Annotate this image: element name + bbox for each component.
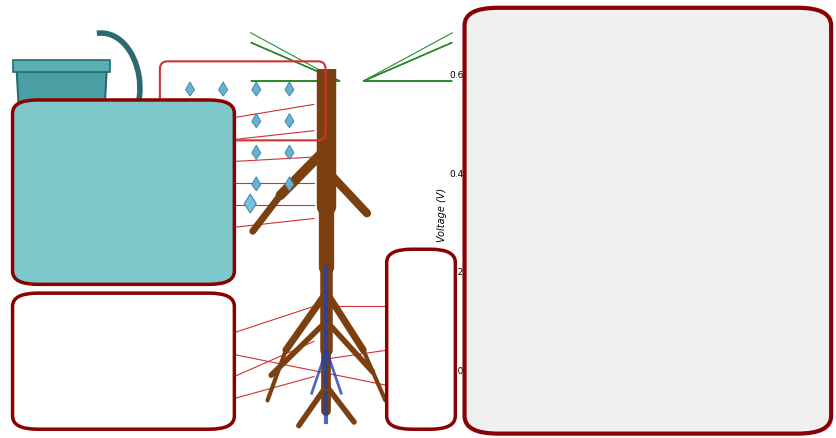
Polygon shape [284, 177, 293, 191]
X-axis label: time (sec): time (sec) [612, 415, 675, 425]
Polygon shape [251, 43, 339, 82]
Text: peroxidase: peroxidase [99, 381, 148, 389]
Polygon shape [244, 194, 256, 214]
Circle shape [160, 130, 175, 146]
Polygon shape [174, 168, 183, 182]
Polygon shape [218, 114, 227, 128]
Polygon shape [284, 146, 293, 160]
Polygon shape [218, 146, 227, 160]
Bar [13, 61, 110, 73]
Polygon shape [186, 146, 194, 160]
Bar [426, 268, 441, 411]
Bar [400, 268, 415, 411]
Text: H₂O₂: H₂O₂ [113, 357, 134, 366]
Text: 5μA: 5μA [760, 214, 777, 223]
Point [476, 37, 486, 42]
Point [476, 81, 486, 87]
Polygon shape [186, 177, 194, 191]
Text: Endogenous: Endogenous [95, 344, 151, 353]
Point [476, 0, 486, 3]
Polygon shape [252, 177, 261, 191]
Point [476, 126, 486, 131]
Polygon shape [17, 69, 107, 170]
Polygon shape [166, 190, 176, 204]
Polygon shape [161, 156, 171, 170]
Text: +: + [390, 318, 397, 328]
Polygon shape [199, 206, 211, 225]
Polygon shape [550, 146, 795, 230]
Point [476, 126, 486, 131]
Bar [21, 332, 226, 390]
Text: SO₃Na: SO₃Na [33, 270, 60, 279]
Polygon shape [155, 178, 165, 192]
Polygon shape [149, 188, 156, 200]
Text: –: – [446, 318, 450, 328]
Polygon shape [186, 114, 194, 128]
Point [476, 37, 486, 42]
Text: 50μA: 50μA [760, 56, 783, 65]
Polygon shape [730, 231, 815, 255]
Text: +: + [120, 369, 127, 378]
Polygon shape [284, 114, 293, 128]
Text: P(ETE-S): P(ETE-S) [95, 302, 151, 315]
Polygon shape [363, 43, 451, 82]
Polygon shape [252, 114, 261, 128]
Polygon shape [222, 220, 233, 239]
Polygon shape [153, 152, 160, 164]
Text: Electrolyte: Electrolyte [418, 323, 423, 356]
Polygon shape [218, 177, 227, 191]
Polygon shape [95, 106, 169, 146]
Polygon shape [252, 146, 261, 160]
Text: ETE-S: ETE-S [33, 249, 69, 259]
Y-axis label: Voltage (V): Voltage (V) [436, 187, 446, 242]
Polygon shape [284, 83, 293, 97]
Polygon shape [186, 83, 194, 97]
Polygon shape [252, 83, 261, 97]
Polygon shape [218, 83, 227, 97]
Point [476, 0, 486, 3]
Point [476, 81, 486, 87]
Polygon shape [144, 166, 150, 178]
Polygon shape [171, 142, 180, 156]
Polygon shape [136, 180, 144, 192]
